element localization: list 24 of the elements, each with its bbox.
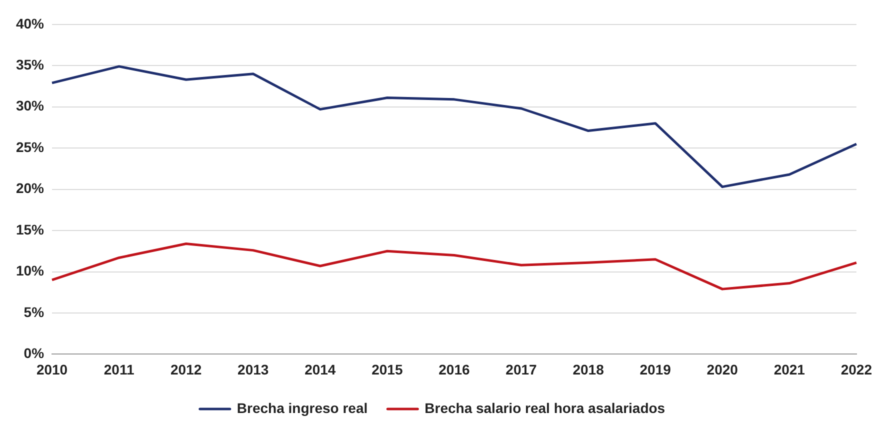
legend-label: Brecha ingreso real <box>236 400 368 416</box>
y-tick-label: 25% <box>16 138 45 155</box>
x-tick-label: 2014 <box>304 361 336 378</box>
y-tick-label: 10% <box>16 262 45 279</box>
x-tick-label: 2016 <box>438 361 470 378</box>
y-tick-label: 30% <box>16 98 45 114</box>
x-tick-label: 2019 <box>640 361 672 378</box>
legend-label: Brecha salario real hora asalariados <box>424 400 666 416</box>
x-tick-label: 2018 <box>572 361 604 378</box>
y-tick-label: 35% <box>16 56 45 72</box>
y-tick-label: 5% <box>24 304 45 320</box>
x-tick-label: 2012 <box>170 361 202 378</box>
x-tick-label: 2021 <box>774 361 806 378</box>
x-tick-label: 2010 <box>36 361 68 378</box>
y-tick-label: 0% <box>24 345 45 362</box>
x-tick-label: 2022 <box>840 361 872 378</box>
x-tick-label: 2017 <box>506 361 538 378</box>
x-tick-label: 2020 <box>706 361 738 378</box>
x-tick-label: 2011 <box>104 361 134 378</box>
y-tick-label: 20% <box>16 180 45 196</box>
x-tick-label: 2015 <box>372 361 403 378</box>
y-tick-label: 15% <box>16 221 45 238</box>
y-tick-label: 40% <box>16 15 45 32</box>
x-tick-label: 2013 <box>238 361 269 378</box>
